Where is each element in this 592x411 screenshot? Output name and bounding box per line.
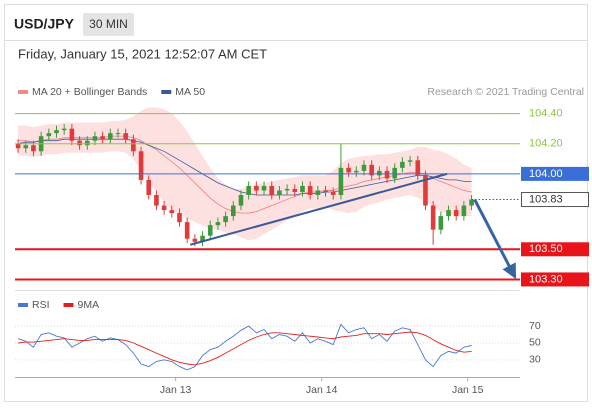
last-price-box [521,192,589,208]
level-label-box [521,166,589,181]
y-tick-label: 104.20 [529,138,563,150]
y-tick-label: 70 [529,320,541,332]
candle-body [446,210,451,217]
candle-body [138,151,144,180]
price-plot [15,107,474,247]
candle-body [61,128,67,131]
candle-body [254,185,259,191]
last-price-label: 103.83 [529,193,563,205]
candle-body [192,238,198,242]
candle-body [407,160,413,162]
candle-body [315,190,321,195]
candle-body [92,136,98,141]
candle-body [177,213,182,223]
legend-swatch [18,303,28,307]
candle-body [292,188,298,192]
candle-body [307,185,313,195]
candle-body [161,205,167,211]
candle-body [338,167,344,195]
candle-body [123,133,128,140]
candle-body [438,216,444,230]
candle-body [323,190,328,192]
candle-body [353,170,359,173]
legend-label: RSI [32,299,50,311]
candle-body [392,167,398,179]
candle-body [469,199,474,206]
candle-body [223,216,228,223]
candle-body [23,145,29,149]
candle-body [69,128,75,141]
candle-body [261,185,267,191]
candle-body [369,164,374,176]
source: Research © 2021 Trading Central [427,86,584,98]
candle-body [269,185,275,195]
candle-body [277,190,282,195]
x-tick-label: Jan 15 [452,384,484,396]
candle-body [184,222,190,239]
x-tick-label: Jan 14 [306,384,338,396]
legend-label: MA 50 [175,86,205,98]
candle-body [284,188,290,191]
candle-body [453,210,459,217]
level-label: 103.50 [529,243,563,255]
interval-box [83,13,134,36]
x-tick-label: Jan 13 [160,384,192,396]
candle-body [238,195,244,206]
legend-label: MA 20 + Bollinger Bands [32,86,147,98]
interval: 30 MIN [89,17,128,31]
candle-body [84,140,90,146]
timestamp: Friday, January 15, 2021 12:52:07 AM CET [18,46,267,61]
candle-body [400,161,405,168]
candle-body [430,205,436,230]
candle-body [154,195,159,206]
candle-body [300,185,305,192]
candle-body [207,225,213,236]
candle-body [169,210,175,214]
candle-body [46,133,52,137]
level-label-box [521,242,589,257]
candle-body [108,133,113,140]
candle-body [100,136,105,140]
candle-body [415,160,421,176]
candle-body [54,130,59,134]
forecast-arrow [473,198,517,280]
candle-body [146,179,152,195]
candle-body [246,185,251,195]
y-tick-label: 104.40 [529,107,563,119]
y-tick-label: 30 [529,354,541,366]
legend-swatch [161,90,172,94]
level-label-box [521,272,589,287]
legend-swatch [63,303,74,307]
candle-body [200,235,205,242]
candle-body [346,167,351,173]
candle-body [384,170,390,179]
symbol: USD/JPY [14,16,75,32]
trendline [189,172,448,246]
candle-body [230,205,236,217]
candle-body [15,143,21,149]
indicator-line [17,323,472,371]
candle-body [31,145,36,152]
level-label: 103.30 [529,273,563,285]
candle-body [423,175,428,206]
candle-body [377,170,382,176]
y-tick-label: 50 [529,337,541,349]
candle-body [77,140,82,146]
indicator-line [18,331,472,366]
candle-body [131,139,136,152]
candle-body [461,205,467,217]
legend-swatch [18,90,28,94]
candle-body [115,133,121,135]
legend-label: 9MA [78,299,100,311]
candle-body [215,222,221,226]
level-label: 104.00 [529,168,563,180]
candle-body [361,164,367,171]
candle-body [330,191,336,195]
